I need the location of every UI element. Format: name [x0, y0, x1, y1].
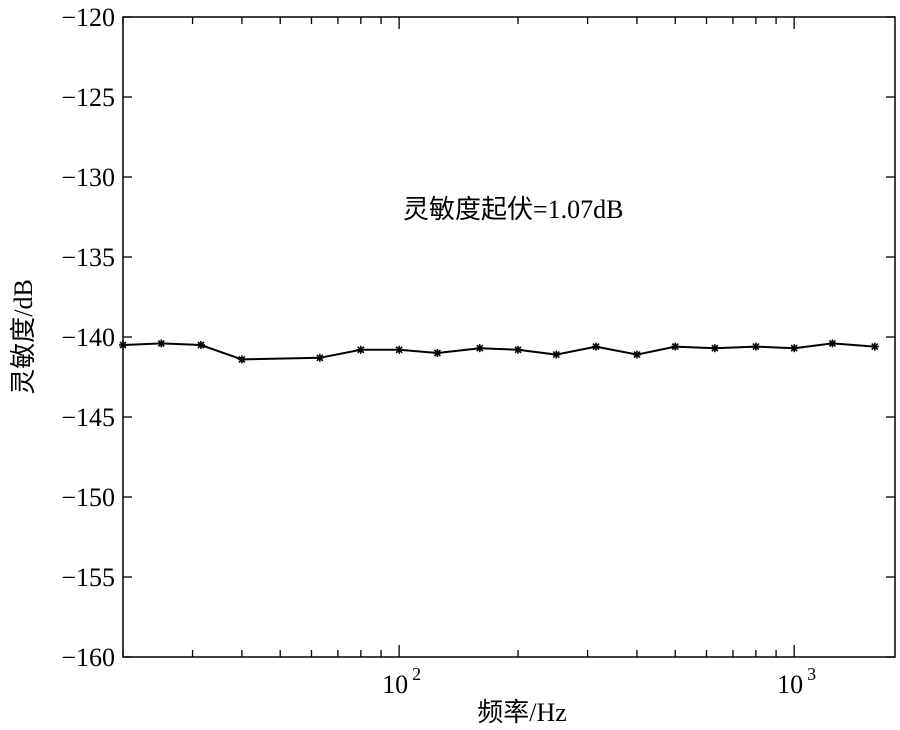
data-point-marker	[157, 339, 166, 348]
data-point-marker	[790, 344, 799, 353]
x-tick-labels: 10 2 10 3	[382, 664, 816, 699]
data-point-marker	[475, 344, 484, 353]
y-tick-label: −160	[61, 643, 115, 672]
x-tick-label: 10	[382, 670, 408, 699]
y-tick-label: −130	[61, 163, 115, 192]
x-tick-label-exponent: 3	[807, 664, 816, 684]
y-tick-label: −150	[61, 483, 115, 512]
data-point-marker	[237, 355, 246, 364]
y-tick-label: −135	[61, 243, 115, 272]
y-tick-label: −155	[61, 563, 115, 592]
data-point-marker	[828, 339, 837, 348]
data-point-marker	[710, 344, 719, 353]
x-tick-label: 10	[777, 670, 803, 699]
series-layer	[119, 339, 879, 364]
data-point-marker	[552, 350, 561, 359]
data-point-marker	[356, 345, 365, 354]
data-point-marker	[591, 342, 600, 351]
y-tick-label: −120	[61, 3, 115, 32]
data-point-marker	[514, 345, 523, 354]
x-axis-label: 频率/Hz	[477, 698, 567, 727]
axis-ticks	[122, 16, 895, 658]
annotation-text: 灵敏度起伏=1.07dB	[403, 195, 624, 224]
data-point-marker	[751, 342, 760, 351]
series-line	[122, 342, 875, 361]
data-point-marker	[671, 342, 680, 351]
y-tick-label: −145	[61, 403, 115, 432]
x-tick-label-exponent: 2	[412, 664, 421, 684]
data-point-marker	[196, 341, 205, 349]
plot-frame	[122, 16, 896, 658]
y-axis-label: 灵敏度/dB	[9, 279, 38, 395]
data-point-marker	[632, 350, 641, 359]
y-tick-label: −140	[61, 323, 115, 352]
data-point-marker	[433, 349, 442, 357]
y-tick-labels: −120 −125 −130 −135 −140 −145 −150 −155 −160	[61, 3, 115, 672]
data-point-marker	[315, 353, 324, 362]
data-point-marker	[395, 345, 404, 354]
y-tick-label: −125	[61, 83, 115, 112]
data-point-marker	[870, 342, 879, 351]
